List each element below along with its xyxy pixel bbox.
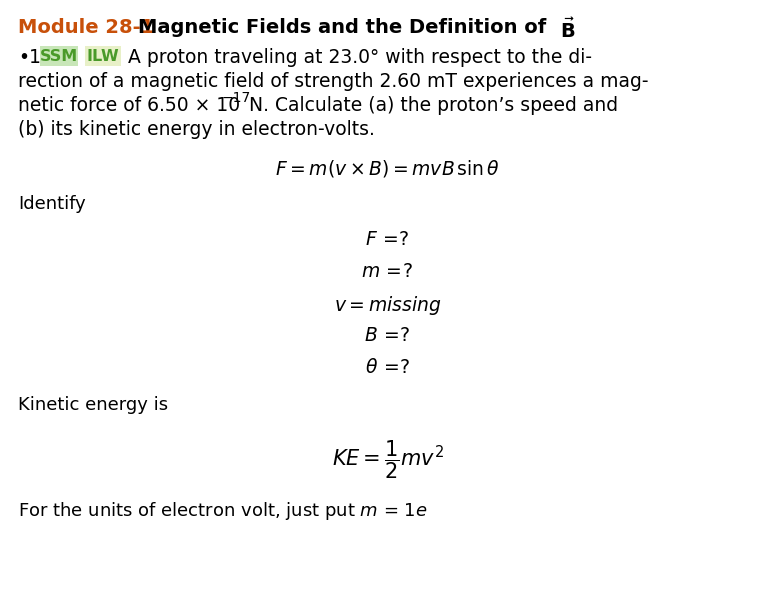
Text: Identify: Identify <box>18 195 86 213</box>
Text: $F\, =\!?$: $F\, =\!?$ <box>365 230 410 249</box>
Text: For the units of electron volt, just put $m$ = 1$e$: For the units of electron volt, just put… <box>18 500 428 522</box>
Text: netic force of 6.50 × 10: netic force of 6.50 × 10 <box>18 96 240 115</box>
Text: rection of a magnetic field of strength 2.60 mT experiences a mag-: rection of a magnetic field of strength … <box>18 72 649 91</box>
Text: Kinetic energy is: Kinetic energy is <box>18 396 168 414</box>
Text: ILW: ILW <box>87 49 119 64</box>
Text: $\mathbf{\vec{B}}$: $\mathbf{\vec{B}}$ <box>560 18 575 42</box>
Text: Magnetic Fields and the Definition of: Magnetic Fields and the Definition of <box>138 18 553 37</box>
Text: −17: −17 <box>222 91 251 105</box>
Text: (b) its kinetic energy in electron-volts.: (b) its kinetic energy in electron-volts… <box>18 120 375 139</box>
Text: $m\, =\!?$: $m\, =\!?$ <box>361 262 414 281</box>
Text: $\theta\, =\!?$: $\theta\, =\!?$ <box>365 358 410 377</box>
Text: $KE = \dfrac{1}{2}mv^2$: $KE = \dfrac{1}{2}mv^2$ <box>332 438 443 481</box>
Text: •1: •1 <box>18 48 41 67</box>
Text: $B\, =\!?$: $B\, =\!?$ <box>364 326 411 345</box>
Text: $F = m(v \times B) = mvB\,\sin\theta$: $F = m(v \times B) = mvB\,\sin\theta$ <box>275 158 500 179</box>
Text: A proton traveling at 23.0° with respect to the di-: A proton traveling at 23.0° with respect… <box>128 48 592 67</box>
Text: SSM: SSM <box>40 49 78 64</box>
Text: Module 28-1: Module 28-1 <box>18 18 154 37</box>
Text: N. Calculate (a) the proton’s speed and: N. Calculate (a) the proton’s speed and <box>243 96 618 115</box>
Text: $v = \mathit{missing}$: $v = \mathit{missing}$ <box>334 294 441 317</box>
